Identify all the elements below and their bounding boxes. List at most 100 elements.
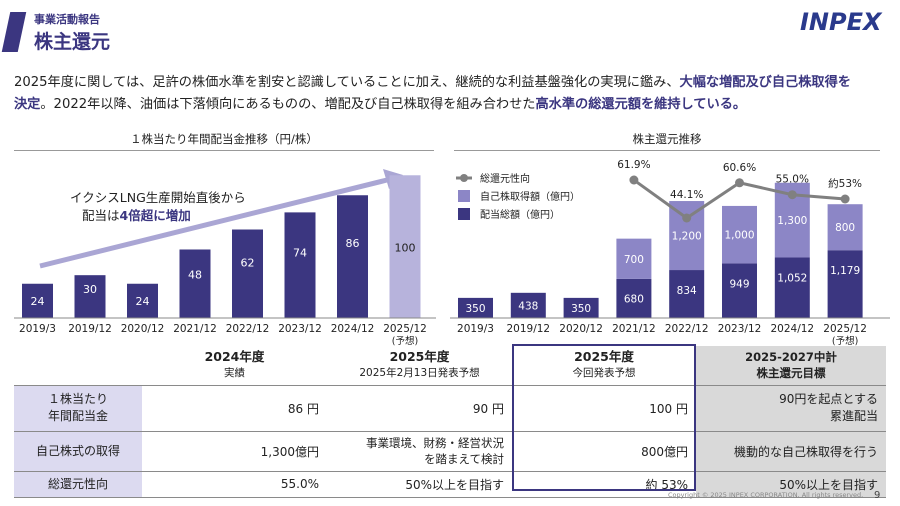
dividend-bar	[74, 275, 106, 318]
cell-dps-fy2024: 86 円	[142, 384, 327, 432]
row-label-dps-line1: １株当たり	[47, 392, 108, 406]
dividend-total-label: 1,052	[777, 273, 807, 285]
buyback-label: 1,000	[724, 230, 754, 242]
return-chart-title: 株主還元推移	[632, 132, 702, 146]
legend-payout-label: 総還元性向	[480, 172, 530, 185]
header-accent-bar	[1, 12, 27, 52]
dividend-total-label: 1,179	[830, 265, 860, 277]
payout-ratio-label: 44.1%	[670, 189, 703, 201]
dividend-bar	[284, 212, 316, 318]
copyright: Copyright © 2025 INPEX CORPORATION. All …	[668, 491, 864, 499]
table-row: 自己株式の取得 1,300億円 事業環境、財務・経営状況 を踏まえて検討 800億…	[14, 431, 886, 472]
dividend-bar	[127, 283, 158, 318]
inpex-logo: INPEX	[800, 8, 882, 36]
dividend-x-tick-label: 2022/12	[226, 323, 270, 335]
dividend-bar	[337, 195, 368, 318]
cell-payout-fy2025-feb: 50%以上を目指す	[327, 471, 512, 498]
buyback-bar	[827, 204, 863, 251]
dividend-x-tick-label: 2020/12	[121, 323, 165, 335]
buyback-label: 700	[624, 254, 644, 266]
dividend-bar-label: 24	[136, 295, 150, 308]
header-fy2025-current: 2025年度 今回発表予想	[512, 346, 696, 385]
header-fy2024-sub: 実績	[224, 367, 245, 380]
trend-arrow-shaft	[39, 177, 388, 269]
table-header-empty	[14, 346, 142, 385]
cell-payout-fy2024: 55.0%	[142, 471, 327, 498]
payout-ratio-label: 60.6%	[723, 162, 756, 174]
cell-buyback-fy2025-feb-line1: 事業環境、財務・経営状況	[366, 436, 504, 450]
header-fy2025-feb-sub: 2025年2月13日発表予想	[359, 367, 480, 380]
dividend-total-bar	[563, 297, 599, 318]
dividend-bar-label: 62	[241, 257, 255, 270]
dividend-x-tick-label: 2024/12	[331, 323, 375, 335]
cell-buyback-fy2025-feb-line2: を踏まえて検討	[424, 452, 504, 466]
page-title: 株主還元	[34, 31, 111, 53]
dividend-annotation-line2: 配当は4倍超に増加	[82, 208, 191, 223]
dividend-chart-title: １株当たり年間配当金推移（円/株）	[130, 132, 318, 146]
header-midterm-plan-title: 2025-2027中計	[745, 350, 837, 365]
dividend-annotation-line1: イクシスLNG生産開始直後から	[70, 190, 246, 205]
cell-dps-fy2025-current: 100 円	[512, 384, 696, 432]
payout-ratio-point	[629, 175, 639, 185]
cell-dps-fy2025-feb: 90 円	[327, 384, 512, 432]
cell-dps-plan-line1: 90円を起点とする	[779, 392, 878, 406]
dividend-bar-label: 74	[293, 247, 307, 260]
payout-ratio-point	[787, 190, 797, 200]
return-forecast-note: (予想)	[832, 335, 858, 347]
return-x-tick-label: 2025/12	[823, 323, 867, 335]
dividend-total-bar	[669, 270, 705, 318]
section-label: 事業活動報告	[34, 13, 100, 26]
legend-line-marker	[460, 174, 468, 182]
cell-buyback-fy2025-feb: 事業環境、財務・経営状況を踏まえて検討	[327, 431, 512, 472]
dividend-bar-label: 30	[83, 283, 97, 296]
dividend-x-tick-label: 2021/12	[173, 323, 217, 335]
intro-line1-text: 2025年度に関しては、足許の株価水準を割安と認識していることに加え、継続的な利…	[14, 75, 680, 90]
table-row: 総還元性向 55.0% 50%以上を目指す 約 53% 50%以上を目指す	[14, 471, 886, 498]
payout-ratio-label: 約53%	[828, 177, 862, 190]
dividend-bar	[22, 283, 53, 318]
legend-buyback-swatch	[458, 190, 470, 202]
intro-line2-text: 。2022年以降、油価は下落傾向にあるものの、増配及び自己株取得を組み合わせた	[40, 97, 536, 112]
payout-ratio-point	[735, 178, 744, 188]
dividend-total-bar	[458, 297, 493, 318]
return-x-tick-label: 2020/12	[559, 323, 603, 335]
return-x-tick-label: 2023/12	[718, 323, 762, 335]
return-x-tick-label: 2021/12	[612, 323, 656, 335]
dividend-bar-label: 48	[188, 268, 202, 281]
payout-ratio-point	[682, 213, 692, 223]
dividend-bar	[389, 175, 421, 318]
row-label-dps: １株当たり年間配当金	[14, 384, 142, 432]
page-number: 9	[874, 490, 881, 501]
dividend-total-label: 834	[677, 285, 697, 297]
dividend-annotation-emphasis: 4倍超に増加	[120, 208, 191, 223]
return-x-tick-label: 2019/12	[506, 323, 550, 335]
dividend-total-label: 949	[729, 278, 749, 290]
dividend-annotation-plain: 配当は	[82, 208, 120, 223]
dividend-total-bar	[827, 250, 863, 318]
row-label-dps-line2: 年間配当金	[47, 409, 108, 423]
dividend-bar	[232, 229, 263, 318]
shareholder-return-table: 2024年度 実績 2025年度 2025年2月13日発表予想 2025年度 今回発表…	[14, 346, 886, 498]
header-midterm-plan: 2025-2027中計 株主還元目標	[696, 346, 886, 385]
row-label-buyback: 自己株式の取得	[14, 431, 142, 472]
intro-line1-emphasis: 大幅な増配及び自己株取得を	[679, 75, 851, 90]
return-x-tick-label: 2019/3	[457, 323, 494, 335]
payout-ratio-point	[840, 194, 850, 204]
return-chart-rule	[454, 150, 880, 151]
cell-dps-plan-line2: 累進配当	[829, 409, 878, 423]
dividend-total-bar	[616, 278, 652, 318]
header-fy2025-feb: 2025年度 2025年2月13日発表予想	[327, 346, 512, 385]
row-label-payout: 総還元性向	[14, 471, 142, 498]
buyback-label: 800	[835, 222, 855, 234]
header-fy2024-title: 2024年度	[204, 349, 265, 365]
dividend-total-label: 350	[465, 303, 485, 315]
cell-buyback-plan: 機動的な自己株取得を行う	[696, 431, 886, 472]
cell-buyback-fy2024: 1,300億円	[142, 431, 327, 472]
payout-ratio-label: 61.9%	[617, 159, 650, 171]
buyback-bar	[669, 201, 705, 271]
dividend-x-tick-label: 2025/12	[383, 323, 427, 335]
dividend-x-tick-label: 2023/12	[278, 323, 322, 335]
dividend-total-bar	[510, 292, 546, 318]
table-header-row: 2024年度 実績 2025年度 2025年2月13日発表予想 2025年度 今回発表…	[14, 346, 886, 385]
cell-payout-fy2025-current: 約 53%	[512, 471, 696, 498]
